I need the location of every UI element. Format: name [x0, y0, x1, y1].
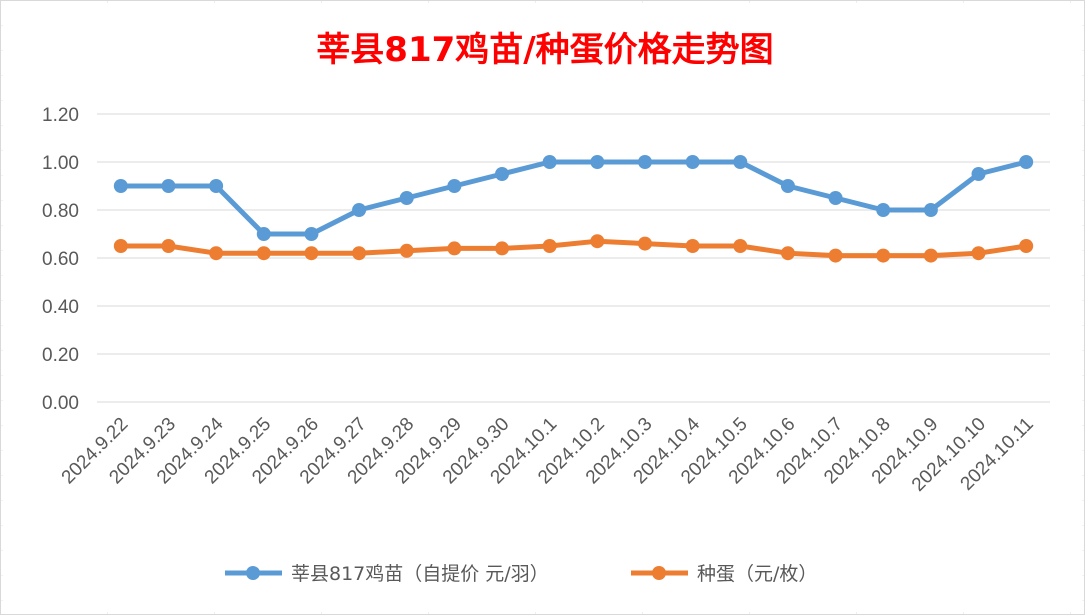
data-point [733, 239, 748, 253]
y-tick-label: 0.20 [42, 345, 79, 366]
data-point [780, 179, 795, 193]
data-point [495, 241, 510, 256]
data-point [542, 239, 557, 253]
legend: 莘县817鸡苗（自提价 元/羽） 种蛋（元/枚） [225, 563, 817, 585]
data-point [399, 243, 414, 258]
data-point [113, 179, 128, 193]
y-tick-label: 1.00 [42, 153, 79, 174]
data-point [161, 179, 176, 193]
y-axis-ticks: 0.00 0.20 0.40 0.60 0.80 1.00 1.20 [42, 105, 79, 414]
data-point [828, 248, 843, 263]
legend-label: 莘县817鸡苗（自提价 元/羽） [291, 563, 549, 585]
data-point [209, 179, 224, 193]
data-point [161, 239, 176, 253]
data-point [685, 239, 700, 253]
data-point [685, 155, 700, 169]
legend-marker [246, 566, 260, 580]
data-point [637, 155, 652, 169]
series-1 [113, 155, 1034, 241]
legend-marker [652, 566, 666, 580]
data-point [971, 246, 986, 261]
data-point [637, 236, 652, 251]
data-point [447, 179, 462, 193]
data-point [780, 246, 795, 261]
data-point [495, 167, 510, 181]
legend-label: 种蛋（元/枚） [697, 563, 817, 585]
data-point [876, 248, 891, 263]
data-point [1019, 155, 1034, 169]
data-point [923, 248, 938, 263]
data-point [352, 203, 367, 217]
data-point [113, 239, 128, 253]
data-point [923, 203, 938, 217]
legend-item: 莘县817鸡苗（自提价 元/羽） [225, 563, 549, 585]
legend-item: 种蛋（元/枚） [631, 563, 817, 585]
data-point [399, 191, 414, 205]
data-point [352, 246, 367, 261]
series-line [118, 238, 1029, 259]
data-point [590, 234, 605, 249]
y-tick-label: 0.00 [42, 393, 79, 414]
line-chart: 莘县817鸡苗/种蛋价格走势图 0.00 0.20 0.40 0.60 0.80 1.00… [42, 30, 1050, 585]
data-point [209, 246, 224, 261]
series-line [118, 159, 1029, 237]
data-point [828, 191, 843, 205]
data-point [1019, 239, 1034, 253]
chart-title: 莘县817鸡苗/种蛋价格走势图 [316, 30, 773, 70]
data-point [971, 167, 986, 181]
data-point [256, 227, 271, 241]
data-point [304, 246, 319, 261]
data-point [876, 203, 891, 217]
data-point [256, 246, 271, 261]
y-tick-label: 0.60 [42, 249, 79, 270]
y-tick-label: 1.20 [42, 105, 79, 126]
data-point [447, 241, 462, 256]
data-point [733, 155, 748, 169]
y-tick-label: 0.80 [42, 201, 79, 222]
x-axis-ticks: 2024.9.222024.9.232024.9.242024.9.252024… [58, 413, 1038, 495]
series-lines [113, 155, 1034, 263]
series-2 [113, 234, 1034, 263]
data-point [590, 155, 605, 169]
chart-area: 莘县817鸡苗/种蛋价格走势图 0.00 0.20 0.40 0.60 0.80 1.00… [3, 3, 1082, 612]
data-point [542, 155, 557, 169]
data-point [304, 227, 319, 241]
y-tick-label: 0.40 [42, 297, 79, 318]
